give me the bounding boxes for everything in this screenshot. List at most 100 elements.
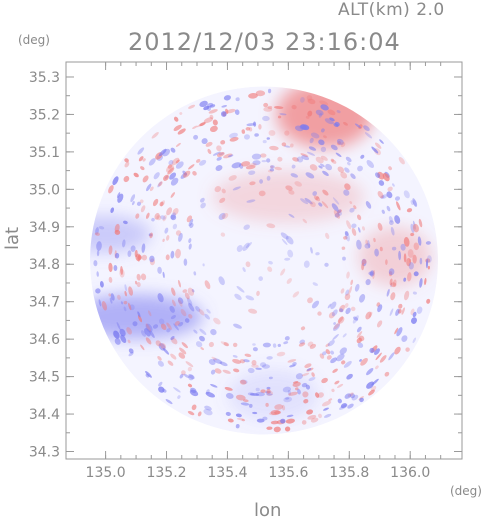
speckle	[201, 138, 208, 145]
speckle	[175, 248, 181, 259]
speckle	[367, 239, 371, 249]
speckle	[154, 213, 160, 220]
speckle	[303, 398, 309, 404]
speckle	[162, 347, 170, 355]
speckle	[270, 165, 275, 169]
speckle	[229, 132, 238, 139]
speckle	[342, 333, 347, 338]
speckle	[266, 356, 273, 360]
speckle	[136, 281, 141, 288]
speckle	[187, 287, 195, 296]
speckle	[193, 271, 197, 276]
speckle	[200, 202, 206, 209]
speckle	[315, 196, 319, 201]
speckle	[368, 271, 374, 276]
speckle	[177, 395, 181, 399]
speckle	[233, 368, 240, 373]
speckle	[401, 335, 408, 342]
speckle	[204, 405, 212, 411]
speckle	[329, 117, 335, 122]
speckle	[137, 315, 143, 323]
speckle	[287, 249, 294, 258]
speckle	[241, 419, 246, 422]
speckle	[119, 268, 125, 278]
x-axis-unit: (deg)	[450, 484, 482, 498]
x-tick-label: 136.0	[390, 465, 430, 481]
speckle	[223, 95, 231, 101]
speckle	[170, 336, 175, 340]
speckle	[218, 276, 225, 286]
speckle	[403, 190, 410, 199]
speckle	[331, 203, 339, 212]
speckle	[300, 153, 309, 157]
speckle	[266, 158, 271, 163]
speckle	[297, 388, 301, 395]
speckle	[333, 322, 336, 325]
speckle	[178, 352, 186, 359]
speckle	[334, 212, 340, 218]
speckle	[262, 342, 271, 348]
speckle	[158, 381, 163, 387]
speckle	[171, 299, 176, 307]
speckle	[418, 218, 423, 228]
speckle	[209, 104, 216, 108]
speckle	[223, 153, 233, 159]
speckle	[186, 297, 193, 306]
speckle	[344, 167, 350, 173]
speckle	[381, 209, 385, 214]
speckle	[284, 130, 290, 136]
speckle	[199, 328, 207, 335]
speckle	[361, 262, 365, 271]
speckle	[245, 261, 251, 268]
speckle	[235, 424, 240, 429]
radar-disk	[90, 86, 438, 435]
speckle	[336, 209, 342, 214]
speckle	[407, 272, 412, 282]
speckle	[162, 388, 167, 393]
speckle	[199, 335, 205, 342]
speckle	[336, 110, 341, 114]
speckle	[350, 173, 356, 180]
speckle	[307, 297, 313, 304]
speckle	[364, 132, 373, 139]
speckle	[403, 290, 410, 301]
speckle	[182, 289, 188, 293]
speckle	[179, 373, 184, 379]
speckle	[178, 233, 183, 242]
speckle	[310, 201, 316, 208]
speckle	[364, 243, 371, 249]
speckle	[412, 199, 418, 207]
speckle	[304, 197, 313, 205]
speckle	[189, 389, 199, 397]
speckle	[412, 198, 417, 207]
speckle	[403, 277, 407, 282]
speckle	[354, 123, 362, 129]
speckle	[137, 255, 143, 260]
speckle	[232, 358, 242, 364]
speckle	[333, 210, 341, 219]
speckle	[288, 189, 295, 195]
speckle	[318, 413, 322, 419]
speckle	[188, 374, 194, 381]
field-region	[358, 226, 432, 287]
speckle	[351, 227, 357, 236]
speckle	[330, 144, 338, 151]
speckle	[253, 121, 257, 127]
y-tick-label: 34.7	[29, 295, 60, 311]
speckle	[334, 380, 340, 385]
speckle	[187, 383, 193, 388]
speckle	[301, 155, 310, 161]
speckle	[412, 311, 417, 318]
speckle	[270, 165, 274, 169]
speckle	[134, 249, 138, 258]
y-tick-label: 34.9	[29, 220, 60, 236]
speckle	[356, 331, 363, 338]
speckle	[175, 230, 182, 236]
speckle	[175, 142, 181, 147]
speckle	[266, 426, 273, 430]
speckle	[136, 201, 142, 206]
speckle	[285, 235, 294, 245]
altitude-label: ALT(km) 2.0	[338, 0, 445, 20]
speckle	[266, 175, 271, 181]
speckle	[425, 241, 431, 245]
